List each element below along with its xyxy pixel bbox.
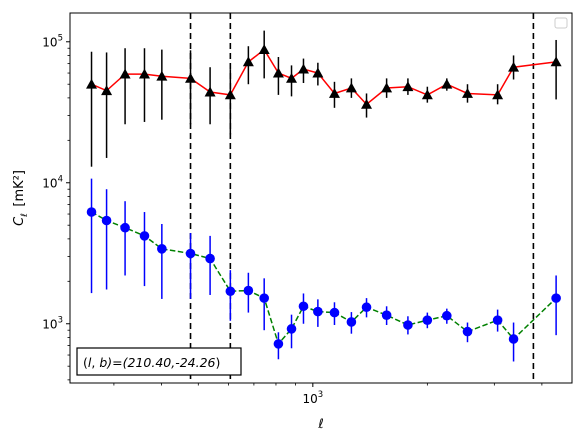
series-1-point-15	[328, 87, 340, 98]
series-2-point-3	[120, 222, 130, 233]
series-1-point-13	[297, 63, 309, 74]
series-1-point-17	[361, 98, 373, 109]
annotation-paren: (	[83, 355, 88, 370]
series-2-point-22	[462, 326, 473, 337]
series-1-point-14	[312, 67, 324, 78]
series-2-point-8	[225, 286, 236, 297]
series-1-point-19	[402, 81, 414, 92]
series-1-point-16	[345, 82, 357, 93]
series-1-point-5	[156, 70, 168, 81]
series-2-point-25	[551, 293, 561, 303]
x-tick-label-exponent: 3	[318, 390, 323, 400]
y-tick-label-exponent: 3	[58, 315, 63, 325]
series-1-point-7	[204, 86, 216, 97]
series-2-point-21	[442, 310, 452, 321]
series-2-point-18	[381, 310, 392, 320]
series-2-point-16	[346, 317, 357, 327]
series-2-point-11	[273, 339, 284, 349]
series-1-point-11	[272, 67, 284, 78]
series-2-point-23	[492, 315, 503, 325]
series-2-point-10	[259, 293, 269, 303]
series-1-point-10	[258, 44, 270, 55]
series-1-point-12	[286, 72, 298, 83]
annotation-box	[76, 347, 242, 376]
x-tick-label-1: 103	[302, 390, 323, 406]
series-1-point-20	[421, 89, 433, 100]
plot-area	[70, 13, 572, 383]
plot-layer	[86, 13, 562, 383]
series-2-point-24	[508, 334, 519, 344]
series-1-point-24	[508, 61, 520, 72]
y-tick-label-1: 103	[42, 315, 63, 331]
legend-box	[554, 17, 568, 29]
coordinate-annotation: (l, b)=(210.40,-24.26)	[76, 347, 242, 376]
y-axis-label: Cℓ [mK²]	[12, 170, 30, 226]
y-tick-label-base: 10	[42, 35, 57, 49]
annotation-text: (l, b)=(210.40,-24.26)	[83, 355, 220, 370]
series-1-point-3	[119, 68, 131, 79]
y-axis-label-symbol: C	[12, 216, 27, 226]
series-1-point-2	[101, 85, 113, 96]
series-2-point-15	[329, 307, 340, 318]
series-1-point-8	[224, 89, 236, 100]
y-tick-label-exponent: 5	[58, 33, 63, 43]
annotation-value: )	[216, 355, 221, 370]
series-1-point-25	[550, 56, 562, 67]
series-2-point-19	[403, 320, 413, 330]
series-2-point-4	[139, 231, 150, 241]
y-tick-label-exponent: 4	[58, 174, 63, 184]
annotation-comma: ,	[91, 355, 99, 370]
series-1-point-23	[492, 89, 504, 100]
x-axis-label: ℓ	[317, 417, 323, 432]
series-2-point-5	[157, 244, 167, 254]
series-1-point-22	[461, 87, 473, 98]
series-2-point-1	[86, 207, 97, 217]
series-2-point-2	[101, 215, 112, 226]
annotation-b: b)=(210.40,-24.26	[99, 355, 215, 370]
series-2-point-9	[243, 285, 254, 296]
y-tick-label-2: 104	[42, 174, 63, 190]
y-tick-label-3: 105	[42, 33, 63, 49]
series-2	[86, 178, 561, 362]
series-2-point-13	[298, 301, 309, 312]
y-tick-label-base: 10	[42, 317, 57, 331]
series-1-point-1	[86, 78, 98, 89]
series-2-point-12	[286, 324, 297, 334]
annotation-l: l	[88, 355, 92, 370]
axes-frame	[69, 12, 573, 384]
y-tick-label-base: 10	[42, 176, 57, 190]
y-axis-label-subscript: ℓ	[20, 213, 30, 218]
series-1-point-9	[242, 56, 254, 67]
series-2-point-20	[422, 315, 433, 325]
series-2-point-7	[205, 253, 215, 264]
series-1-point-6	[185, 72, 197, 83]
series-1	[86, 30, 562, 167]
series-2-point-6	[185, 248, 196, 259]
series-1-point-4	[138, 68, 150, 79]
x-tick-label-base: 10	[302, 392, 317, 406]
series-1-point-18	[381, 82, 393, 93]
series-1-point-21	[441, 78, 453, 89]
series-2-point-14	[313, 306, 323, 317]
series-2-point-17	[361, 302, 372, 313]
y-axis-label-unit: [mK²]	[12, 170, 27, 213]
